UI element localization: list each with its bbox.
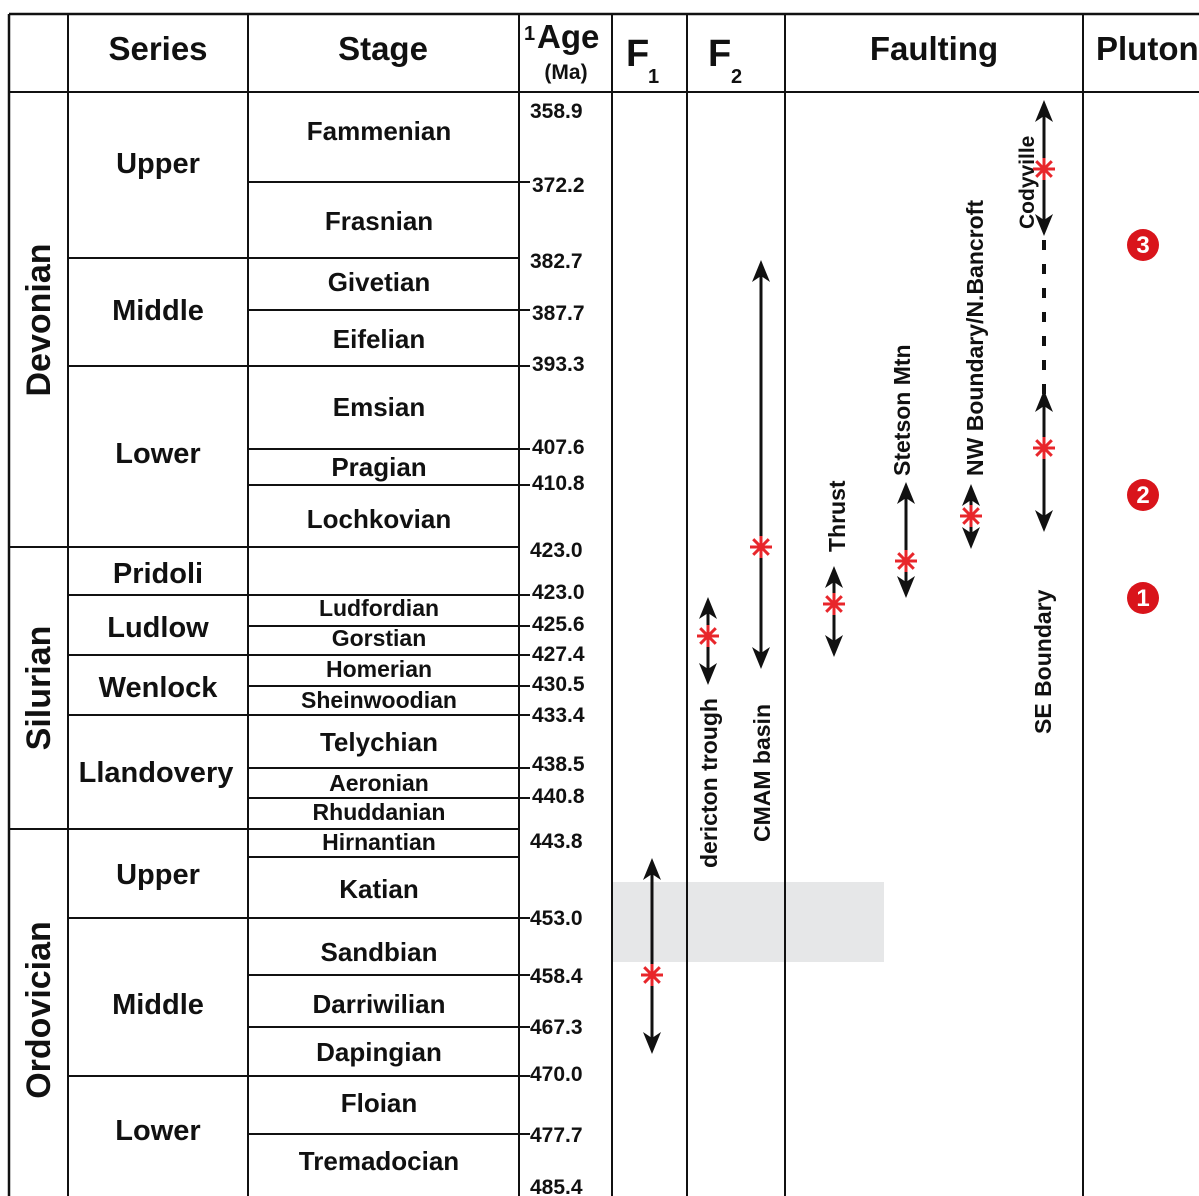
series-ordovician-lower: Lower	[115, 1115, 200, 1147]
age-label: 358.9	[530, 100, 583, 123]
grid-lines	[7, 12, 1199, 1196]
fault-se-boundary-arrow	[1035, 390, 1053, 532]
svg-text:3: 3	[1136, 232, 1149, 259]
pluton-3: 3	[1127, 229, 1159, 261]
series-devonian-middle: Middle	[112, 295, 204, 327]
age-label: 407.6	[532, 436, 585, 459]
age-label: 423.0	[532, 581, 585, 604]
event-markers	[641, 158, 1055, 986]
stage-rhuddanian: Rhuddanian	[313, 799, 446, 825]
header-f2: F	[708, 33, 731, 75]
age-label: 393.3	[532, 353, 585, 376]
stage-pragian: Pragian	[331, 452, 426, 482]
series-devonian-upper: Upper	[116, 148, 200, 180]
svg-text:2: 2	[1136, 482, 1149, 509]
stage-fammenian: Fammenian	[307, 116, 452, 146]
stage-hirnantian: Hirnantian	[322, 829, 436, 855]
age-ticks	[519, 181, 530, 1135]
stage-telychian: Telychian	[320, 727, 438, 757]
header-faulting: Faulting	[870, 30, 998, 67]
stage-eifelian: Eifelian	[333, 324, 425, 354]
age-label: 433.4	[532, 704, 585, 727]
age-label: 443.8	[530, 830, 583, 853]
series-ludlow: Ludlow	[107, 612, 209, 644]
fault-label-se-boundary: SE Boundary	[1030, 589, 1056, 734]
pluton-2: 2	[1127, 479, 1159, 511]
stage-gorstian: Gorstian	[332, 625, 427, 651]
age-label: 470.0	[530, 1063, 583, 1086]
age-label: 427.4	[532, 643, 585, 666]
header-f2-subscript: 2	[731, 66, 742, 88]
age-label: 387.7	[532, 302, 585, 325]
header-stage: Stage	[338, 30, 428, 67]
stage-lochkovian: Lochkovian	[307, 504, 451, 534]
fault-stetson-marker	[895, 550, 917, 572]
stage-emsian: Emsian	[333, 392, 426, 422]
fault-label-nw-boundary: NW Boundary/N.Bancroft	[962, 200, 988, 476]
header-series: Series	[108, 30, 207, 67]
fault-label-thrust: Thrust	[824, 480, 850, 552]
f1-shaded-band	[612, 882, 884, 962]
f1-marker	[641, 964, 663, 986]
age-label: 382.7	[530, 250, 583, 273]
stage-darriwilian: Darriwilian	[313, 989, 446, 1019]
fault-se-boundary-marker	[1033, 437, 1055, 459]
f2-label-cmam-basin: CMAM basin	[749, 704, 775, 842]
fault-stetson-arrow	[897, 482, 915, 598]
series-llandovery: Llandovery	[79, 757, 234, 789]
f2-fredericton-marker	[697, 625, 719, 647]
series-devonian-lower: Lower	[115, 438, 200, 470]
stage-dapingian: Dapingian	[316, 1037, 442, 1067]
age-label: 458.4	[530, 965, 583, 988]
header-f1: F	[626, 33, 649, 75]
age-label: 453.0	[530, 907, 583, 930]
header-pluton: Pluton	[1096, 30, 1199, 67]
series-ordovician-middle: Middle	[112, 989, 204, 1021]
svg-text:1: 1	[1136, 585, 1149, 612]
period-silurian: Silurian	[20, 626, 58, 751]
pluton-1: 1	[1127, 582, 1159, 614]
fault-codyville-marker	[1033, 158, 1055, 180]
age-label: 467.3	[530, 1016, 583, 1039]
stage-sandbian: Sandbian	[320, 937, 437, 967]
fault-thrust-marker	[823, 593, 845, 615]
age-label: 477.7	[530, 1124, 583, 1147]
age-label: 430.5	[532, 673, 585, 696]
fault-label-stetson-mtn: Stetson Mtn	[889, 344, 915, 476]
stage-aeronian: Aeronian	[329, 770, 429, 796]
f2-cmam-marker	[750, 536, 772, 558]
stage-givetian: Givetian	[328, 267, 431, 297]
period-ordovician: Ordovician	[20, 921, 58, 1099]
header-f1-subscript: 1	[648, 66, 659, 88]
header-age-unit: (Ma)	[544, 61, 587, 84]
header-age: Age	[537, 18, 599, 55]
age-label: 440.8	[532, 785, 585, 808]
fault-nw-boundary-marker	[960, 505, 982, 527]
series-pridoli: Pridoli	[113, 558, 203, 590]
fault-label-codyville: Codyville	[1016, 136, 1039, 229]
f1-range-arrow	[643, 858, 661, 1054]
stage-frasnian: Frasnian	[325, 206, 433, 236]
header-age-superscript: 1	[524, 23, 535, 45]
series-ordovician-upper: Upper	[116, 859, 200, 891]
stage-ludfordian: Ludfordian	[319, 595, 439, 621]
age-label: 425.6	[532, 613, 585, 636]
age-label: 438.5	[532, 753, 585, 776]
stage-katian: Katian	[339, 874, 418, 904]
stage-tremadocian: Tremadocian	[299, 1146, 459, 1176]
age-label: 372.2	[532, 174, 585, 197]
f2-cmam-arrow	[752, 260, 770, 669]
period-devonian: Devonian	[20, 243, 58, 396]
stage-homerian: Homerian	[326, 656, 432, 682]
series-wenlock: Wenlock	[99, 672, 219, 704]
age-label: 423.0	[530, 539, 583, 562]
f2-label-fredericton-trough: dericton trough	[696, 698, 722, 868]
stage-floian: Floian	[341, 1088, 418, 1118]
stage-sheinwoodian: Sheinwoodian	[301, 687, 457, 713]
age-label: 410.8	[532, 472, 585, 495]
age-label: 485.4	[530, 1176, 583, 1196]
